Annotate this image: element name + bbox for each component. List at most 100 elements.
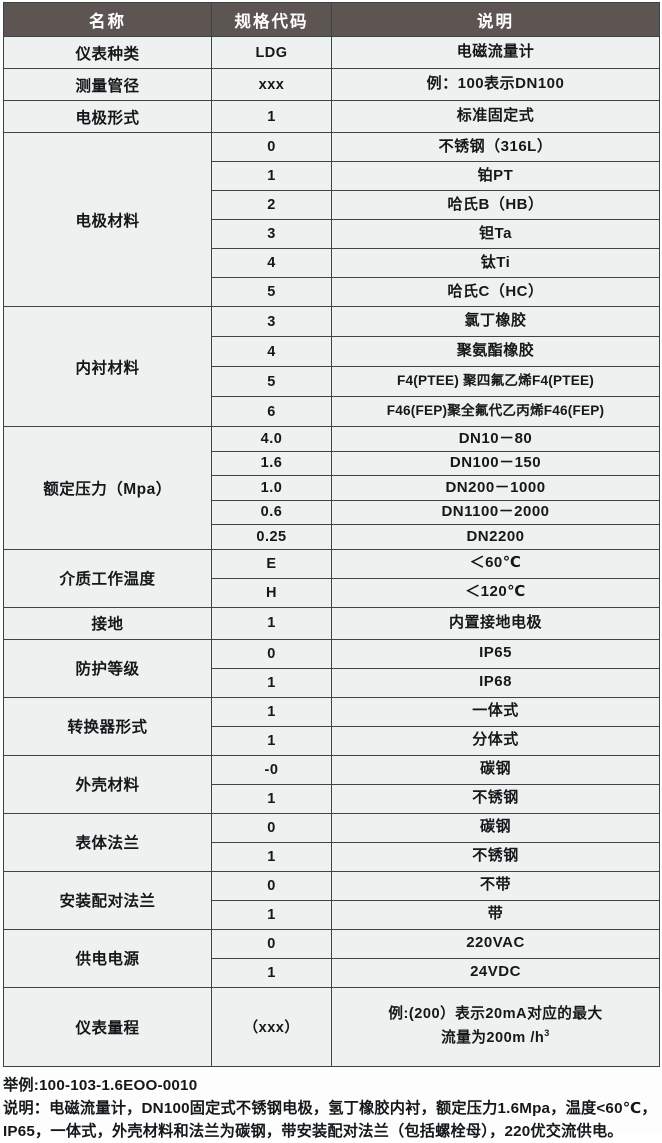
table-row: 0.25 DN2200 [4, 524, 660, 550]
group-label-measuring-range: 仪表量程 [3, 986, 212, 1067]
desc-cell: DN10－80 [331, 426, 660, 452]
table-row: 1.6 DN100－150 [4, 450, 660, 476]
code-cell: 1.0 [211, 475, 332, 501]
code-cell: 1 [211, 667, 332, 698]
table-row: 1 IP68 [4, 667, 660, 698]
desc-cell: 一体式 [331, 696, 660, 727]
table-header: 名称 规格代码 说明 [3, 2, 660, 37]
desc-cell: 分体式 [331, 725, 660, 756]
code-cell: 0 [211, 870, 332, 901]
table-row: 1 不锈钢 [4, 783, 660, 814]
flow-unit: /h [530, 1029, 545, 1046]
desc-cell: IP68 [331, 667, 660, 698]
code-cell: 0 [211, 928, 332, 959]
desc-cell: 碳钢 [331, 812, 660, 843]
code-cell: 0.25 [211, 524, 332, 550]
desc-cell: 哈氏C（HC） [331, 277, 660, 307]
table-row: 转换器形式 1 一体式 [3, 696, 660, 756]
table-row: 1.0 DN200－1000 [4, 475, 660, 501]
desc-line-1: 例:(200）表示20mA对应的最大 [388, 1006, 603, 1023]
code-cell: H [211, 577, 332, 608]
desc-cell: 钛Ti [331, 248, 660, 278]
table-row: 1 带 [4, 899, 660, 930]
code-cell: E [211, 548, 332, 579]
group-label-electrode-form: 电极形式 [3, 100, 212, 133]
table-row: 接地 1 内置接地电极 [3, 606, 660, 640]
table-row: 防护等级 0 IP65 [3, 638, 660, 698]
desc-cell: 钽Ta [331, 219, 660, 249]
group-label-power-supply: 供电电源 [3, 928, 212, 988]
code-cell: 1 [211, 783, 332, 814]
desc-cell: 不锈钢 [331, 783, 660, 814]
column-header-name: 名称 [3, 2, 212, 37]
code-cell: 1 [211, 696, 332, 727]
notes-block: 举例:100-103-1.6EOO-0010 说明：电磁流量计，DN100固定式… [3, 1074, 657, 1143]
code-cell: 1 [211, 899, 332, 930]
table-row: 1 不锈钢 [4, 841, 660, 872]
table-row: 1 24VDC [4, 957, 660, 988]
table-row: 表体法兰 0 碳钢 [3, 812, 660, 872]
flow-text: 流量为200m [441, 1029, 526, 1046]
desc-cell: 例:(200）表示20mA对应的最大 流量为200m /h3 [331, 986, 660, 1067]
flow-unit-exponent: 3 [544, 1028, 550, 1039]
code-cell: 1 [211, 841, 332, 872]
table-row: 外壳材料 -0 碳钢 [3, 754, 660, 814]
header-row: 名称 规格代码 说明 [3, 2, 660, 37]
table-row: 5 哈氏C（HC） [4, 277, 660, 307]
desc-cell: DN200－1000 [331, 475, 660, 501]
group-label-electrode-material: 电极材料 [3, 132, 212, 307]
table-body: 仪表种类 LDG 电磁流量计 测量管径 xxx 例：100表示DN100 电极形… [3, 36, 660, 1067]
desc-cell: F4(PTEE) 聚四氟乙烯F4(PTEE) [331, 366, 660, 397]
group-label-pipe-diameter: 测量管径 [3, 68, 212, 101]
group-label-mating-flange: 安装配对法兰 [3, 870, 212, 930]
group-label-lining-material: 内衬材料 [3, 306, 212, 427]
desc-cell: DN1100－2000 [331, 499, 660, 525]
desc-cell: ＜60℃ [331, 548, 660, 579]
group-label-medium-temperature: 介质工作温度 [3, 548, 212, 608]
note-description: 说明：电磁流量计，DN100固定式不锈钢电极，氢丁橡胶内衬，额定压力1.6Mpa… [3, 1099, 657, 1140]
table-row: 6 F46(FEP)聚全氟代乙丙烯F46(FEP) [4, 396, 660, 427]
desc-cell: 不带 [331, 870, 660, 901]
desc-line-2: 流量为200m /h3 [338, 1026, 653, 1049]
table-row: 电极形式 1 标准固定式 [3, 100, 660, 133]
desc-cell: 电磁流量计 [331, 36, 660, 69]
group-label-protection-class: 防护等级 [3, 638, 212, 698]
desc-cell: 24VDC [331, 957, 660, 988]
code-cell: 0 [211, 132, 332, 162]
code-cell: LDG [211, 36, 332, 69]
column-header-code: 规格代码 [211, 2, 332, 37]
desc-cell: 带 [331, 899, 660, 930]
table-row: 2 哈氏B（HB） [4, 190, 660, 220]
code-cell: 5 [211, 277, 332, 307]
group-label-housing-material: 外壳材料 [3, 754, 212, 814]
desc-cell: 聚氨酯橡胶 [331, 336, 660, 367]
code-cell: 3 [211, 219, 332, 249]
group-label-rated-pressure: 额定压力（Mpa） [3, 426, 212, 550]
table-row: 测量管径 xxx 例：100表示DN100 [3, 68, 660, 101]
table-row: 介质工作温度 E ＜60℃ [3, 548, 660, 608]
table-row: 电极材料 0 不锈钢（316L） [3, 132, 660, 307]
code-cell: 1 [211, 100, 332, 133]
desc-cell: 哈氏B（HB） [331, 190, 660, 220]
code-cell: 3 [211, 306, 332, 337]
desc-cell: 不锈钢 [331, 841, 660, 872]
group-label-instrument-type: 仪表种类 [3, 36, 212, 69]
code-cell: 1 [211, 161, 332, 191]
table-row: 1 铂PT [4, 161, 660, 191]
table-row: 5 F4(PTEE) 聚四氟乙烯F4(PTEE) [4, 366, 660, 397]
desc-cell: IP65 [331, 638, 660, 669]
desc-cell: 例：100表示DN100 [331, 68, 660, 101]
desc-cell: 不锈钢（316L） [331, 132, 660, 162]
table-row: 1 分体式 [4, 725, 660, 756]
desc-cell: 内置接地电极 [331, 606, 660, 640]
code-cell: 0 [211, 638, 332, 669]
code-cell: 1 [211, 725, 332, 756]
desc-cell: 220VAC [331, 928, 660, 959]
code-cell: 0.6 [211, 499, 332, 525]
column-header-description: 说明 [331, 2, 660, 37]
group-label-converter-form: 转换器形式 [3, 696, 212, 756]
desc-cell: ＜120℃ [331, 577, 660, 608]
table-row: 额定压力（Mpa） 4.0 DN10－80 [3, 426, 660, 550]
group-label-body-flange: 表体法兰 [3, 812, 212, 872]
code-cell: -0 [211, 754, 332, 785]
